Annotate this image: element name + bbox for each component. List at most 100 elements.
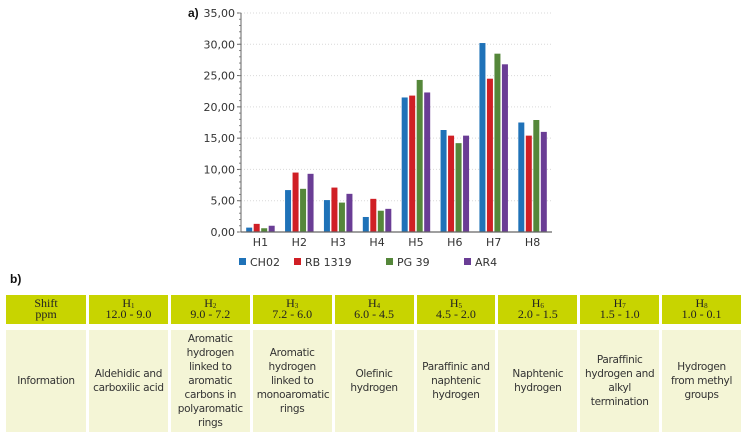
bar-rb-1319-h5 bbox=[409, 95, 416, 232]
y-tick-label: 5,00 bbox=[211, 195, 236, 208]
header-main: H bbox=[286, 296, 295, 310]
legend: CH02 RB 1319 PG 39 AR4 bbox=[239, 256, 497, 269]
panel-b-label: b) bbox=[10, 272, 22, 286]
y-tick-label: 30,00 bbox=[204, 38, 236, 51]
header-sub: 1 bbox=[131, 302, 135, 310]
bar-pg-39-h1 bbox=[261, 228, 268, 232]
header-main: Shift bbox=[34, 296, 58, 310]
bar-rb-1319-h2 bbox=[292, 172, 299, 232]
bar-rb-1319-h6 bbox=[448, 135, 455, 232]
bar-rb-1319-h3 bbox=[331, 187, 338, 232]
y-tick-label: 15,00 bbox=[204, 132, 236, 145]
bar-ar4-h8 bbox=[540, 131, 547, 232]
header-cell-h1: H1 12.0 - 9.0 bbox=[89, 295, 168, 328]
bar-ch02-h3 bbox=[323, 200, 330, 232]
y-tick-label: 35,00 bbox=[204, 7, 236, 20]
header-cell-h8: H8 1.0 - 0.1 bbox=[662, 295, 741, 328]
table-header-row: Shift ppm H1 12.0 - 9.0 H2 9.0 - 7.2 H3 7.2 … bbox=[6, 295, 741, 328]
x-tick-label: H2 bbox=[292, 236, 307, 249]
header-sub: 7 bbox=[622, 302, 626, 310]
table-cell-h5: Paraffinic and naphtenic hydrogen bbox=[416, 328, 496, 432]
bar-rb-1319-h7 bbox=[486, 78, 493, 232]
x-tick-label: H5 bbox=[408, 236, 423, 249]
bar-ch02-h5 bbox=[401, 97, 408, 232]
header-main: H bbox=[695, 296, 705, 310]
bar-pg-39-h3 bbox=[338, 202, 345, 232]
bar-ch02-h6 bbox=[440, 130, 447, 232]
header-main: H bbox=[531, 296, 541, 310]
axes bbox=[237, 12, 552, 233]
x-tick-label: H1 bbox=[253, 236, 268, 249]
header-range: 6.0 - 4.5 bbox=[354, 307, 395, 321]
header-sub: 5 bbox=[458, 302, 463, 310]
header-cell-h4: H4 6.0 - 4.5 bbox=[334, 295, 414, 328]
bar-pg-39-h2 bbox=[300, 188, 307, 232]
header-cell-h5: H5 4.5 - 2.0 bbox=[416, 295, 496, 328]
header-range: 12.0 - 9.0 bbox=[105, 307, 152, 321]
bar-ch02-h8 bbox=[518, 122, 525, 232]
bar-rb-1319-h8 bbox=[525, 135, 532, 232]
legend-label-pg-39: PG 39 bbox=[397, 256, 430, 269]
bar-chart: a) 0,00 5,00 10,00 15,00 20,00 25,00 30,00 35,0… bbox=[188, 6, 552, 269]
legend-label-ch02: CH02 bbox=[250, 256, 280, 269]
header-range: 9.0 - 7.2 bbox=[190, 307, 231, 321]
header-cell-h2: H2 9.0 - 7.2 bbox=[170, 295, 250, 328]
legend-swatch-rb-1319 bbox=[294, 258, 301, 265]
bar-pg-39-h6 bbox=[455, 143, 462, 232]
header-cell-h6: H6 2.0 - 1.5 bbox=[498, 295, 578, 328]
header-range: 4.5 - 2.0 bbox=[435, 307, 476, 321]
bar-ch02-h4 bbox=[362, 216, 369, 232]
header-range: 1.0 - 0.1 bbox=[681, 307, 722, 321]
header-sub: 8 bbox=[704, 302, 708, 310]
bar-ar4-h7 bbox=[501, 64, 508, 233]
header-main: H bbox=[367, 296, 377, 310]
legend-swatch-ch02 bbox=[239, 258, 246, 265]
bar-pg-39-h7 bbox=[494, 53, 501, 232]
header-main: H bbox=[204, 296, 213, 310]
x-tick-labels: H1 H2 H3 H4 H5 H6 H7 H8 bbox=[253, 236, 540, 249]
table-row-information: Information Aldehidic and carboxilic aci… bbox=[6, 328, 741, 432]
bar-rb-1319-h4 bbox=[370, 198, 377, 232]
header-main: H bbox=[449, 296, 459, 310]
header-sub: 3 bbox=[294, 302, 299, 310]
y-tick-label: 20,00 bbox=[204, 101, 236, 114]
y-tick-label: 25,00 bbox=[204, 70, 236, 83]
x-tick-label: H4 bbox=[369, 236, 384, 249]
x-tick-label: H3 bbox=[331, 236, 346, 249]
bar-ar4-h4 bbox=[385, 208, 392, 232]
bar-ch02-h7 bbox=[479, 43, 486, 232]
header-range: 2.0 - 1.5 bbox=[517, 307, 558, 321]
y-tick-labels: 0,00 5,00 10,00 15,00 20,00 25,00 30,00 35,00 bbox=[204, 7, 236, 239]
bar-ar4-h5 bbox=[424, 92, 431, 232]
table-cell-h4: Olefinic hydrogen bbox=[334, 328, 414, 432]
table-cell-h1: Aldehidic and carboxilic acid bbox=[89, 328, 168, 432]
header-range: 1.5 - 1.0 bbox=[599, 307, 640, 321]
bar-ch02-h1 bbox=[246, 227, 253, 232]
bar-pg-39-h5 bbox=[416, 79, 423, 232]
legend-label-rb-1319: RB 1319 bbox=[305, 256, 352, 269]
legend-swatch-pg-39 bbox=[386, 258, 393, 265]
table-cell-h8: Hydrogen from methyl groups bbox=[662, 328, 741, 432]
header-cell-h3: H3 7.2 - 6.0 bbox=[252, 295, 332, 328]
header-range: ppm bbox=[35, 307, 57, 321]
x-tick-label: H7 bbox=[486, 236, 501, 249]
bar-ch02-h2 bbox=[285, 190, 292, 232]
bar-pg-39-h4 bbox=[377, 210, 384, 232]
x-tick-label: H6 bbox=[447, 236, 462, 249]
table-cell-h6: Naphtenic hydrogen bbox=[498, 328, 578, 432]
bar-ar4-h3 bbox=[346, 193, 353, 232]
header-cell-h7: H7 1.5 - 1.0 bbox=[580, 295, 660, 328]
table-cell-h2: Aromatic hydrogen linked to aromatic car… bbox=[170, 328, 250, 432]
bars bbox=[246, 43, 547, 233]
bar-pg-39-h8 bbox=[533, 119, 540, 232]
legend-swatch-ar4 bbox=[464, 258, 471, 265]
header-main: H bbox=[613, 296, 623, 310]
bar-ar4-h6 bbox=[463, 135, 470, 232]
legend-label-ar4: AR4 bbox=[475, 256, 497, 269]
header-sub: 2 bbox=[212, 302, 217, 310]
table-cell-h3: Aromatic hydrogen linked to monoaromatic… bbox=[252, 328, 332, 432]
bar-rb-1319-h1 bbox=[253, 223, 260, 232]
header-main: H bbox=[122, 296, 132, 310]
panel-a-label: a) bbox=[188, 6, 199, 20]
header-range: 7.2 - 6.0 bbox=[272, 307, 313, 321]
